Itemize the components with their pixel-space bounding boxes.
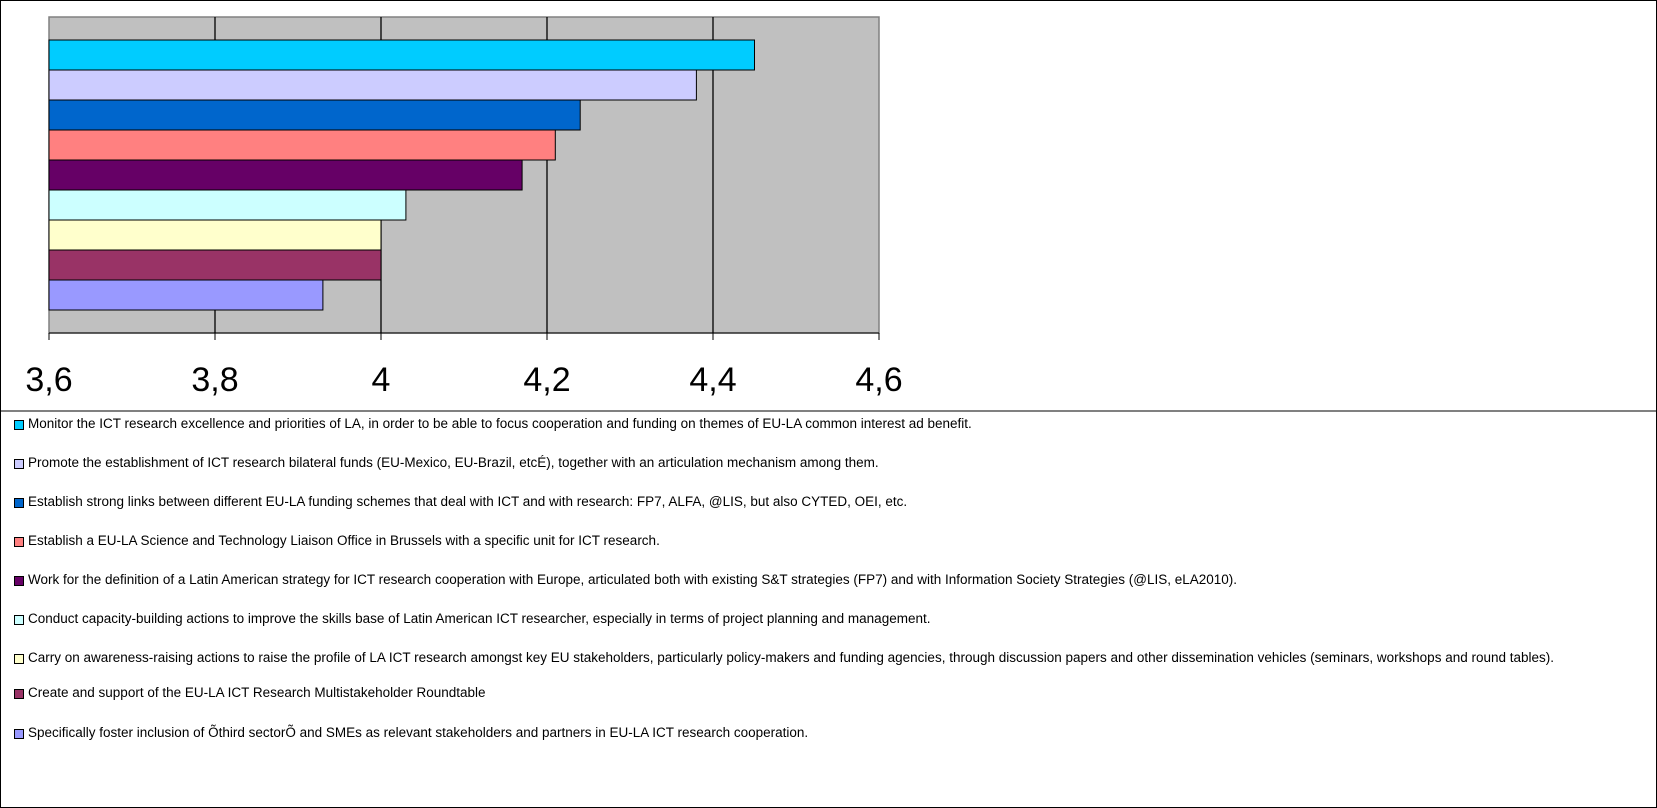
bar xyxy=(48,99,581,131)
bar xyxy=(48,159,523,191)
bar xyxy=(48,69,697,101)
bar xyxy=(48,279,324,311)
legend-label: Establish a EU-LA Science and Technology… xyxy=(28,533,660,548)
legend-item: Work for the definition of a Latin Ameri… xyxy=(14,573,1614,587)
bar xyxy=(48,249,382,281)
legend-label: Promote the establishment of ICT researc… xyxy=(28,455,879,470)
legend-item: Create and support of the EU-LA ICT Rese… xyxy=(14,686,1614,700)
legend-swatch xyxy=(14,729,24,739)
legend-label: Specifically foster inclusion of Õthird … xyxy=(28,725,809,740)
legend-item: Monitor the ICT research excellence and … xyxy=(14,417,1614,431)
x-tick-label: 4,6 xyxy=(855,361,902,399)
legend-label: Work for the definition of a Latin Ameri… xyxy=(28,572,1238,587)
bar xyxy=(48,39,755,71)
legend-item: Specifically foster inclusion of Õthird … xyxy=(14,726,1614,740)
x-tick-label: 4,4 xyxy=(689,361,736,399)
legend-label: Create and support of the EU-LA ICT Rese… xyxy=(28,685,486,700)
legend-item: Carry on awareness-raising actions to ra… xyxy=(14,651,1614,665)
bar xyxy=(48,189,407,221)
legend-item: Promote the establishment of ICT researc… xyxy=(14,456,1614,470)
chart-legend: Monitor the ICT research excellence and … xyxy=(0,417,1657,808)
legend-swatch xyxy=(14,459,24,469)
legend-swatch xyxy=(14,689,24,699)
legend-label: Conduct capacity-building actions to imp… xyxy=(28,611,931,626)
x-tick-label: 3,6 xyxy=(25,361,72,399)
bar-chart: 3,6 3,8 4 4,2 4,4 4,6 xyxy=(0,16,1657,412)
legend-swatch xyxy=(14,615,24,625)
legend-swatch xyxy=(14,537,24,547)
legend-swatch xyxy=(14,576,24,586)
x-tick-label: 4 xyxy=(372,361,391,399)
legend-swatch xyxy=(14,654,24,664)
legend-item: Conduct capacity-building actions to imp… xyxy=(14,612,1614,626)
x-tick-label: 3,8 xyxy=(191,361,238,399)
legend-label: Monitor the ICT research excellence and … xyxy=(28,416,972,431)
bar xyxy=(48,129,556,161)
legend-swatch xyxy=(14,420,24,430)
x-tick-label: 4,2 xyxy=(523,361,570,399)
bar xyxy=(48,219,382,251)
legend-label: Establish strong links between different… xyxy=(28,494,908,509)
legend-label: Carry on awareness-raising actions to ra… xyxy=(28,650,1555,665)
legend-item: Establish a EU-LA Science and Technology… xyxy=(14,534,1614,548)
legend-item: Establish strong links between different… xyxy=(14,495,1614,509)
legend-swatch xyxy=(14,498,24,508)
chart-svg: 3,6 3,8 4 4,2 4,4 4,6 xyxy=(0,16,1657,412)
